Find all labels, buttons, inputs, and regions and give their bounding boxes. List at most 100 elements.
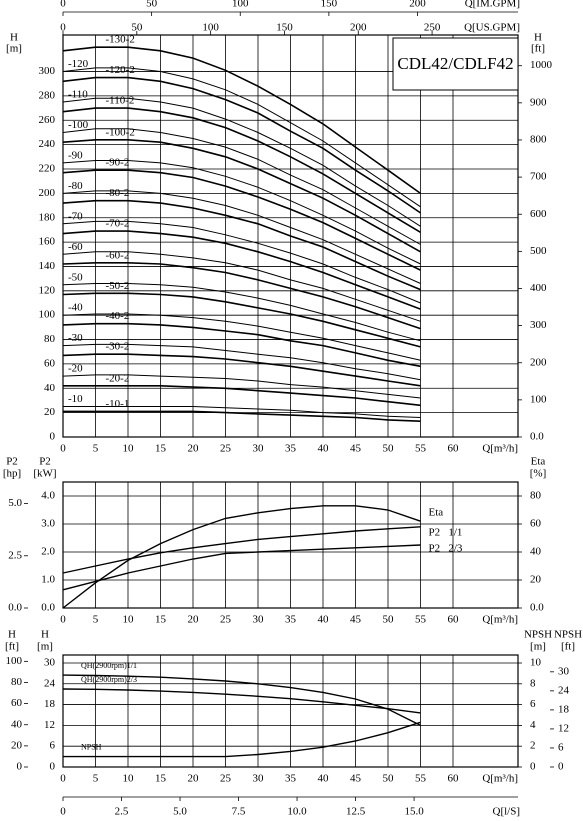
y-tick-label: 1.0 bbox=[41, 574, 55, 586]
y2-tick-label: 400 bbox=[530, 282, 547, 294]
y2-axis-unit: [m] bbox=[530, 641, 546, 653]
axis-tick-label: 200 bbox=[350, 22, 367, 34]
curve-label: P2 2/3 bbox=[429, 543, 463, 555]
x-tick-label: 0 bbox=[60, 614, 66, 626]
x-tick-label: 55 bbox=[415, 443, 427, 455]
curve-label: -100-2 bbox=[106, 126, 135, 138]
axis-tick-label: 2.5 bbox=[115, 806, 129, 818]
curve bbox=[62, 46, 421, 195]
axis-title: Q[IM.GPM] bbox=[465, 0, 520, 10]
y2-tick-label: 20 bbox=[530, 574, 542, 586]
axis-tick-label: 0.0 bbox=[8, 602, 22, 614]
y2-tick-label: 100 bbox=[530, 393, 547, 405]
curve bbox=[63, 385, 421, 407]
y2-tick-label: 6 bbox=[530, 698, 536, 710]
curve-label: -70 bbox=[68, 210, 83, 222]
curve-label: -100 bbox=[68, 119, 89, 131]
axis-tick-label: 100 bbox=[232, 0, 249, 10]
y-tick-label: 20 bbox=[44, 406, 56, 418]
x-tick-label: 25 bbox=[220, 773, 232, 785]
y2-tick-label: 80 bbox=[530, 490, 542, 502]
y-tick-label: 300 bbox=[39, 65, 56, 77]
curve bbox=[62, 199, 421, 291]
curve-label: -110-2 bbox=[106, 95, 135, 107]
axis-tick-label: 12 bbox=[558, 722, 569, 734]
curve-label: -40 bbox=[68, 302, 83, 314]
axis-tick-label: 60 bbox=[11, 697, 23, 709]
curve-label: P2 1/1 bbox=[429, 526, 463, 538]
curve-label: -90-2 bbox=[106, 157, 130, 169]
x-tick-label: 25 bbox=[220, 443, 232, 455]
curve-label: QH(2900rpm)2/3 bbox=[81, 675, 137, 684]
y-tick-label: 60 bbox=[44, 357, 56, 369]
axis-title: Q[l/S] bbox=[493, 806, 521, 818]
y-tick-label: 280 bbox=[39, 89, 56, 101]
x-tick-label: 55 bbox=[415, 614, 427, 626]
y-tick-label: 2.0 bbox=[41, 546, 55, 558]
x-tick-label: 30 bbox=[253, 614, 265, 626]
x-tick-label: 45 bbox=[350, 443, 362, 455]
y-axis-title: H bbox=[10, 32, 18, 44]
x-tick-label: 50 bbox=[383, 443, 395, 455]
y-tick-label: 18 bbox=[44, 698, 56, 710]
curve-label: -130-2 bbox=[106, 34, 135, 46]
curve bbox=[62, 283, 421, 342]
x-tick-label: 20 bbox=[188, 614, 200, 626]
axis-tick-label: 2.5 bbox=[8, 549, 22, 561]
y2-tick-label: 800 bbox=[530, 133, 547, 145]
x-tick-label: 40 bbox=[318, 614, 330, 626]
y2-tick-label: 8 bbox=[530, 677, 536, 689]
x-tick-label: 60 bbox=[448, 773, 460, 785]
x-tick-label: 35 bbox=[285, 443, 297, 455]
y2-tick-label: 10 bbox=[530, 657, 542, 669]
axis-tick-label: 10.0 bbox=[287, 806, 307, 818]
curve-label: -60 bbox=[68, 241, 83, 253]
x-tick-label: 40 bbox=[318, 443, 330, 455]
y-tick-label: 160 bbox=[39, 236, 56, 248]
y2-tick-label: 1000 bbox=[530, 59, 553, 71]
x-tick-label: 60 bbox=[448, 443, 460, 455]
axis-tick-label: 15.0 bbox=[404, 806, 424, 818]
curve bbox=[62, 67, 421, 208]
curve bbox=[62, 544, 421, 591]
axis-tick-label: 12.5 bbox=[346, 806, 366, 818]
axis-tick-label: 7.5 bbox=[232, 806, 246, 818]
y-tick-label: 220 bbox=[39, 163, 56, 175]
x-tick-label: 35 bbox=[285, 614, 297, 626]
y2-tick-label: 700 bbox=[530, 171, 547, 183]
curve bbox=[62, 107, 421, 233]
y2-tick-label: 0 bbox=[530, 761, 536, 773]
axis-title: P2 bbox=[6, 456, 18, 468]
axis-unit: [ft] bbox=[561, 641, 575, 653]
x-tick-label: 15 bbox=[155, 614, 167, 626]
axis-tick-label: 30 bbox=[558, 665, 570, 677]
y-tick-label: 100 bbox=[39, 309, 56, 321]
curve bbox=[62, 322, 421, 368]
axis-tick-label: 6 bbox=[558, 741, 564, 753]
y2-tick-label: 4 bbox=[530, 719, 536, 731]
curve bbox=[62, 169, 421, 271]
title-box bbox=[392, 37, 519, 91]
y-axis-title: P2 bbox=[39, 456, 51, 468]
x-tick-label: 60 bbox=[448, 614, 460, 626]
axis-tick-label: 100 bbox=[202, 22, 219, 34]
y-tick-label: 120 bbox=[39, 284, 56, 296]
curve-label: -40-2 bbox=[106, 310, 130, 322]
curve bbox=[62, 76, 421, 214]
axis-tick-label: 250 bbox=[424, 22, 441, 34]
curve bbox=[62, 313, 421, 361]
y-tick-label: 4.0 bbox=[41, 490, 55, 502]
axis-tick-label: 150 bbox=[321, 0, 338, 10]
x-tick-label: 50 bbox=[383, 773, 395, 785]
x-tick-label: 15 bbox=[155, 443, 167, 455]
axis-tick-label: 18 bbox=[558, 703, 570, 715]
x-tick-label: 55 bbox=[415, 773, 427, 785]
curve bbox=[62, 526, 421, 574]
axis-tick-label: 150 bbox=[276, 22, 293, 34]
y-tick-label: 0 bbox=[50, 761, 56, 773]
plot-frame bbox=[62, 481, 519, 609]
curve bbox=[63, 721, 421, 758]
axis-tick-label: 50 bbox=[146, 0, 158, 10]
y-tick-label: 140 bbox=[39, 260, 56, 272]
